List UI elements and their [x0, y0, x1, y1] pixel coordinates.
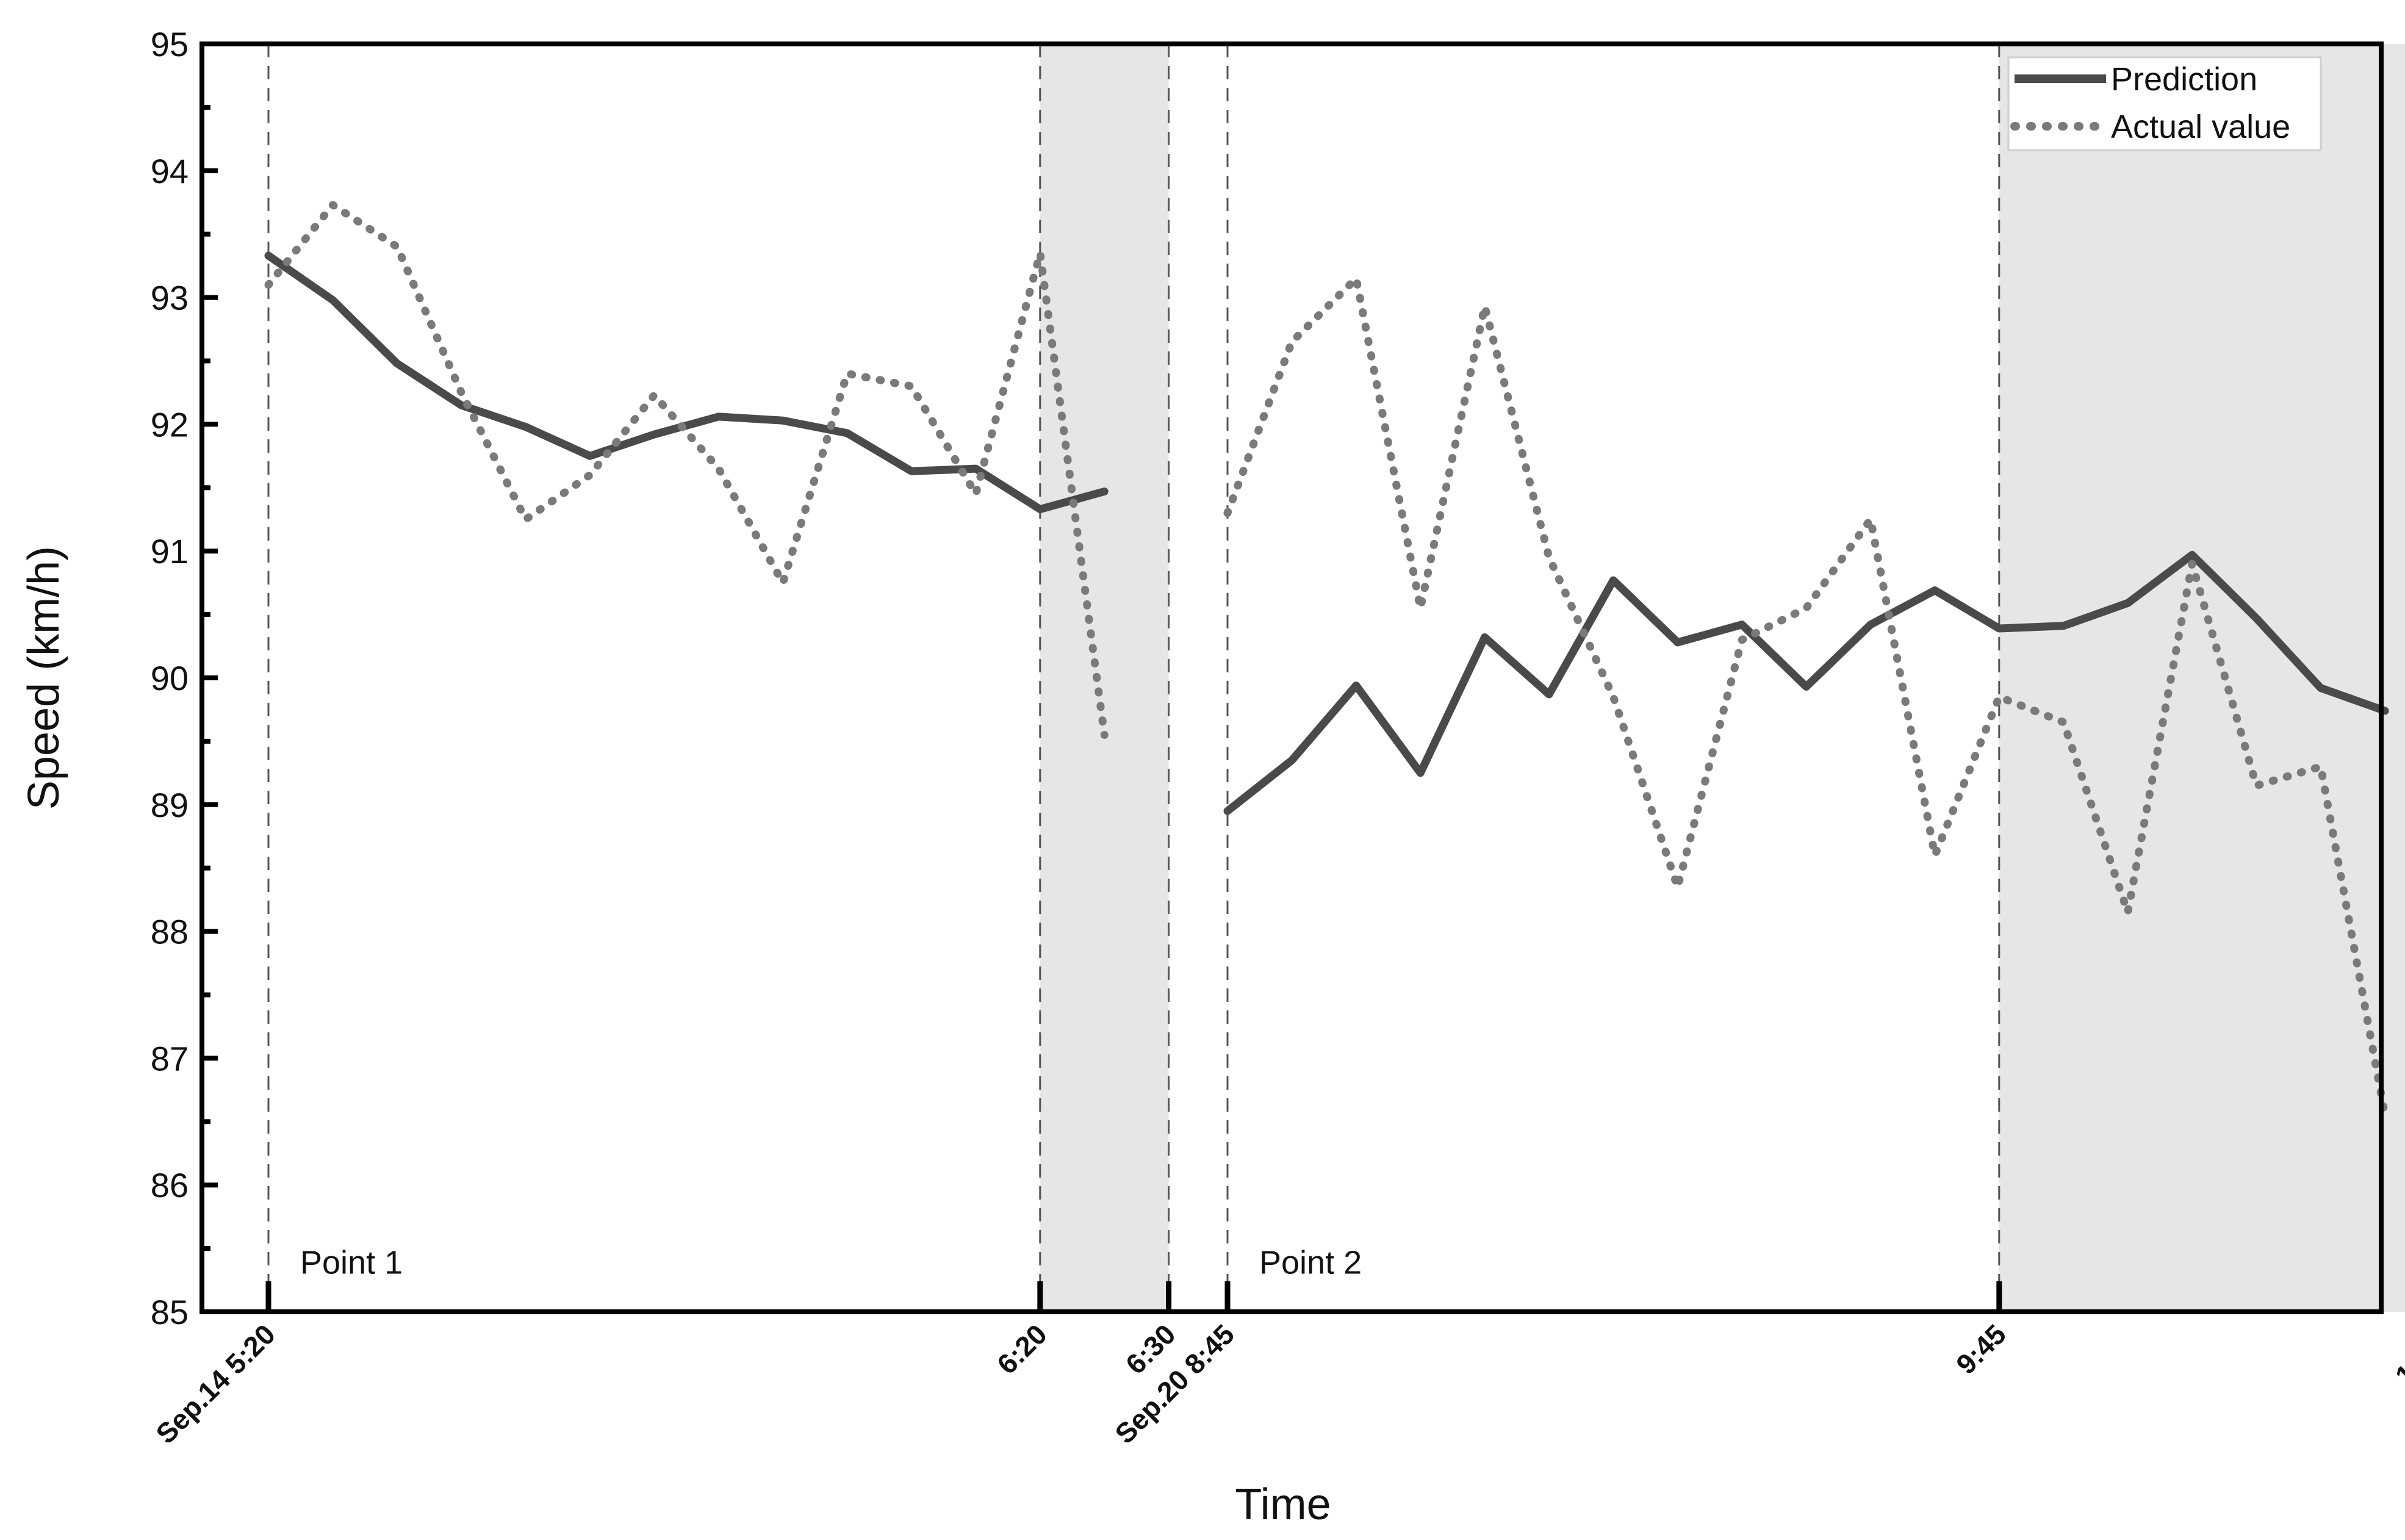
shaded-region-2	[1999, 44, 2405, 1312]
x-tick-label: 9:45	[1950, 1318, 2012, 1380]
x-tick-label: Sep.14 5:20	[149, 1318, 281, 1450]
legend-actual-label: Actual value	[2111, 109, 2290, 145]
actual-line-1	[264, 201, 1109, 739]
point-label-2: Point 2	[1259, 1245, 1362, 1281]
y-axis-ticks: 85 86 87 88 89 90 91 92 93 94 95	[151, 25, 218, 1331]
shaded-region-1	[1040, 44, 1169, 1312]
y-tick-label: 86	[151, 1166, 189, 1204]
x-tick-label: 6:20	[991, 1318, 1053, 1380]
y-tick-label: 90	[151, 659, 189, 697]
y-tick-label: 87	[151, 1039, 189, 1078]
data-series	[264, 201, 2389, 1120]
y-tick-label: 91	[151, 532, 189, 570]
shaded-regions	[1040, 44, 2405, 1312]
prediction-line-2	[1223, 550, 2389, 815]
y-tick-label: 92	[151, 405, 189, 444]
prediction-line-1	[264, 251, 1109, 514]
x-axis-title: Time	[1235, 1480, 1331, 1529]
point-labels: Point 1 Point 2	[300, 1245, 1362, 1281]
actual-line-2	[1223, 274, 2389, 1120]
legend-prediction-label: Prediction	[2111, 61, 2257, 98]
x-tick-label: 10:20	[2389, 1318, 2405, 1391]
legend-box	[2007, 56, 2322, 151]
reference-lines	[267, 44, 2001, 1312]
legend: Prediction Actual value	[2007, 56, 2322, 151]
y-tick-label: 85	[151, 1293, 189, 1331]
y-tick-label: 94	[151, 152, 189, 190]
y-tick-label: 88	[151, 913, 189, 951]
point-label-1: Point 1	[300, 1245, 403, 1281]
y-tick-label: 95	[151, 25, 189, 63]
y-axis-title: Speed (km/h)	[20, 546, 68, 810]
y-tick-label: 89	[151, 786, 189, 824]
y-tick-label: 93	[151, 279, 189, 317]
